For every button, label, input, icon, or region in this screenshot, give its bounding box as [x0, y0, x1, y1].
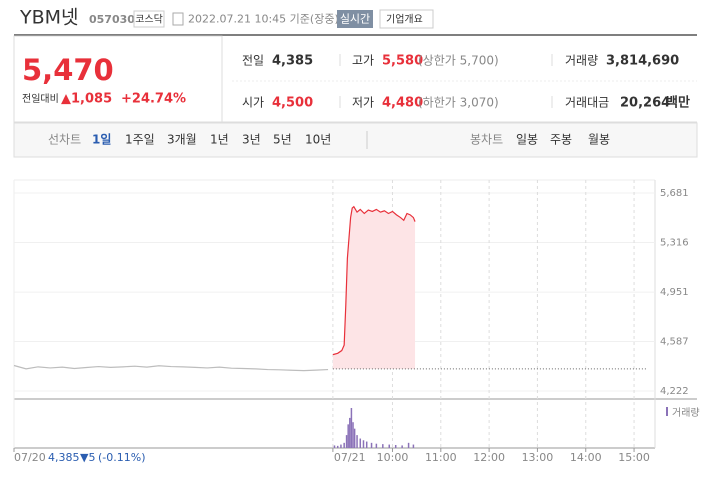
stat-note: (상한가 5,700)	[418, 54, 499, 68]
stat-label: 시가	[242, 96, 264, 110]
price-line	[13, 364, 329, 372]
candle-tab[interactable]: 일봉	[516, 133, 538, 147]
candle-chart-label: 봉차트	[470, 133, 503, 147]
change-label: 전일대비	[22, 93, 59, 105]
realtime-button[interactable]	[337, 10, 373, 28]
price: 5,470	[22, 53, 114, 87]
stat-label: 거래량	[565, 54, 598, 68]
y-tick-label: 5,316	[660, 238, 689, 249]
candle-tab[interactable]: 월봉	[588, 133, 610, 147]
x-tick-label: 12:00	[473, 451, 505, 464]
candle-tab[interactable]: 주봉	[550, 133, 572, 147]
footer-price: 4,385	[48, 451, 80, 464]
x-tick-label: 10:00	[377, 451, 409, 464]
stat-value: 4,385	[272, 54, 313, 69]
period-tab[interactable]: 1일	[92, 133, 111, 147]
volume-legend-swatch	[666, 407, 668, 416]
period-tab[interactable]: 1년	[210, 133, 229, 147]
x-tick-label: 15:00	[618, 451, 650, 464]
x-tick-label: 13:00	[522, 451, 554, 464]
stat-label: 전일	[242, 54, 264, 68]
stat-label: 거래대금	[565, 96, 609, 110]
x-tick-label: 14:00	[570, 451, 602, 464]
line-chart-label: 선차트	[48, 133, 81, 147]
stat-label: 고가	[352, 54, 374, 68]
x-tick-label: 11:00	[425, 451, 457, 464]
volume-legend: 거래량	[672, 407, 700, 419]
company[interactable]: 기업개요	[386, 13, 423, 26]
y-tick-label: 4,587	[660, 336, 689, 347]
stat-value: 4,480	[382, 96, 423, 111]
change: ▲1,085	[61, 92, 112, 107]
period-tab[interactable]: 3개월	[167, 133, 197, 147]
footer-pct: (-0.11%)	[98, 451, 146, 464]
tabs: 1일 1주일 3개월 1년 3년 5년 10년 일봉 주봉 월봉	[92, 133, 610, 147]
stock-code: 057030	[89, 13, 135, 26]
footer-change: ▼5	[80, 451, 95, 464]
x-tick-label: 07/20	[14, 451, 46, 464]
calendar-icon	[172, 12, 184, 26]
company-button[interactable]	[379, 9, 434, 29]
y-tick-label: 4,951	[660, 287, 689, 298]
change-pct: +24.74%	[121, 92, 186, 107]
stat-label: 저가	[352, 96, 374, 110]
stat-note: (하한가 3,070)	[418, 96, 499, 110]
stat-value: 4,500	[272, 96, 313, 111]
stat-value: 20,264	[620, 96, 670, 111]
y-tick-label: 4,222	[660, 386, 689, 397]
period-tab[interactable]: 1주일	[125, 133, 155, 147]
stat-value: 3,814,690	[606, 54, 679, 69]
datetime: 2022.07.21 10:45 기준(장중)	[188, 13, 339, 26]
tab-bar	[13, 122, 698, 158]
price-area	[332, 206, 416, 369]
x-tick-label: 07/21	[334, 451, 366, 464]
stat-unit: 백만	[666, 95, 690, 111]
stock-name: YBM넷	[19, 7, 79, 29]
market: 코스닥	[135, 14, 163, 26]
period-tab[interactable]: 3년	[242, 133, 261, 147]
quote-box	[13, 35, 223, 123]
plot: 5,681 5,316 4,951 4,587 4,222 07/20 07/21 10:00…	[13, 180, 689, 464]
stat-value: 5,580	[382, 54, 423, 69]
period-tab[interactable]: 5년	[273, 133, 292, 147]
price-line	[332, 205, 416, 356]
market-box	[133, 10, 165, 28]
realtime[interactable]: 실시간	[340, 13, 370, 26]
period-tab[interactable]: 10년	[305, 133, 331, 147]
y-tick-label: 5,681	[660, 188, 689, 199]
stats: 전일 4,385 고가 5,580(상한가 5,700) 거래량 3,814,690 시가 4…	[242, 54, 690, 111]
